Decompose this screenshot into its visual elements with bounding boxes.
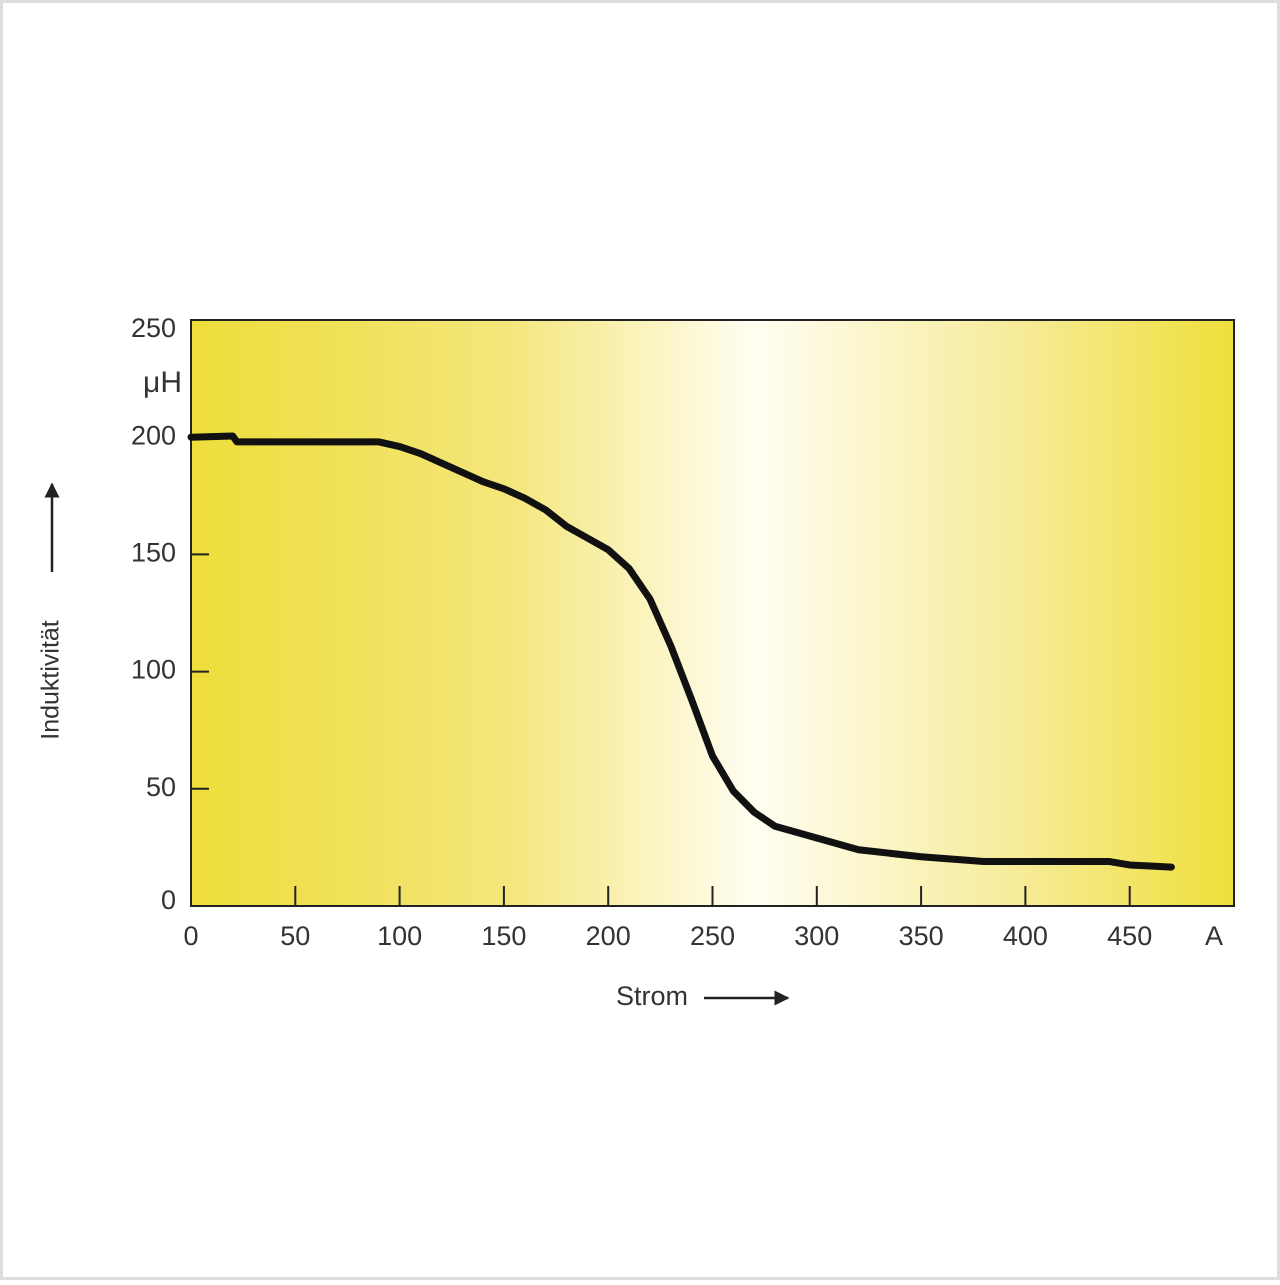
y-tick-label: 50	[146, 772, 176, 802]
x-tick-label: 450	[1107, 921, 1152, 951]
x-tick-label: 300	[794, 921, 839, 951]
y-unit: μH	[143, 366, 182, 399]
x-unit: A	[1205, 921, 1223, 951]
x-tick-label: 400	[1003, 921, 1048, 951]
x-tick-label: 200	[586, 921, 631, 951]
x-tick-label: 250	[690, 921, 735, 951]
y-tick-label: 150	[131, 538, 176, 568]
y-tick-label: 200	[131, 420, 176, 450]
y-tick-label: 250	[131, 313, 176, 343]
x-axis-label: Strom	[616, 981, 688, 1011]
plot-area	[190, 319, 1235, 907]
y-tick-label: 0	[161, 885, 176, 915]
y-axis-label: Induktivität	[37, 620, 65, 740]
x-tick-label: 50	[280, 921, 310, 951]
x-tick-label: 100	[377, 921, 422, 951]
data-line	[187, 432, 1175, 871]
x-tick-label: 350	[899, 921, 944, 951]
x-tick-label: 0	[183, 921, 198, 951]
x-tick-label: 150	[481, 921, 526, 951]
y-tick-label: 100	[131, 655, 176, 685]
